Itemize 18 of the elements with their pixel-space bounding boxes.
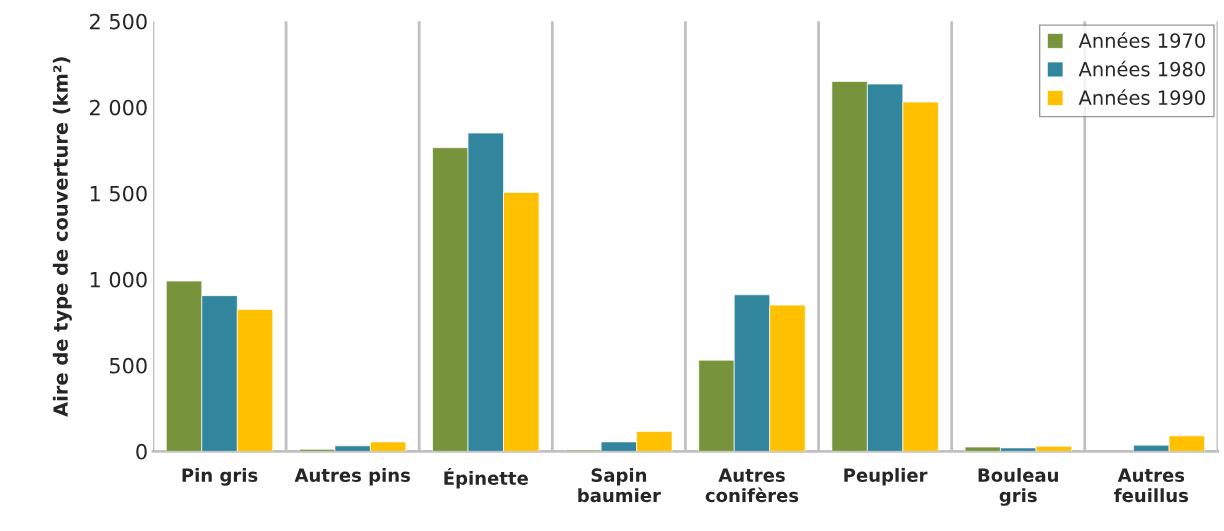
x-tick-label: Bouleau gris <box>978 468 1058 506</box>
y-tick-label: 2 000 <box>90 99 147 116</box>
y-axis-title: Aire de type de couverture (km²) <box>52 57 72 417</box>
y-tick-label: 2 500 <box>90 13 147 30</box>
legend-label: Années 1980 <box>1078 60 1205 77</box>
y-tick-label: 500 <box>109 357 147 374</box>
x-tick-label: Peuplier <box>844 468 928 486</box>
y-tick-label: 1 000 <box>90 271 147 288</box>
x-tick-label: Autres feuillus <box>1114 468 1189 503</box>
x-tick-label: Sapin baumier <box>578 468 661 503</box>
x-tick-label: Autres pins <box>294 468 410 486</box>
y-tick-label: 1 500 <box>90 185 147 202</box>
x-tick-label: Autres conifères <box>705 468 799 503</box>
x-tick-label: Pin gris <box>182 468 258 486</box>
legend-label: Années 1970 <box>1078 32 1205 48</box>
y-tick-label: 0 <box>136 443 147 460</box>
x-tick-label: Épinette <box>444 468 528 489</box>
legend-label: Années 1990 <box>1078 89 1205 106</box>
